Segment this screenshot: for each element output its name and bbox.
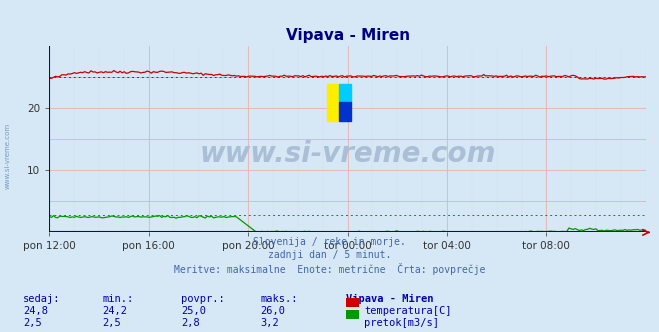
Text: www.si-vreme.com: www.si-vreme.com (5, 123, 11, 189)
Text: 25,0: 25,0 (181, 306, 206, 316)
Text: Meritve: maksimalne  Enote: metrične  Črta: povprečje: Meritve: maksimalne Enote: metrične Črta… (174, 263, 485, 275)
Text: www.si-vreme.com: www.si-vreme.com (200, 140, 496, 168)
Text: 24,8: 24,8 (23, 306, 48, 316)
Bar (339, 84, 351, 102)
Title: Vipava - Miren: Vipava - Miren (285, 28, 410, 42)
Text: min.:: min.: (102, 294, 133, 304)
Text: 2,8: 2,8 (181, 318, 200, 328)
Text: maks.:: maks.: (260, 294, 298, 304)
Bar (327, 84, 339, 121)
Text: 2,5: 2,5 (23, 318, 42, 328)
Text: 2,5: 2,5 (102, 318, 121, 328)
Text: 26,0: 26,0 (260, 306, 285, 316)
Text: 24,2: 24,2 (102, 306, 127, 316)
Text: 3,2: 3,2 (260, 318, 279, 328)
Text: Vipava - Miren: Vipava - Miren (346, 294, 434, 304)
Text: Slovenija / reke in morje.: Slovenija / reke in morje. (253, 237, 406, 247)
Text: povpr.:: povpr.: (181, 294, 225, 304)
Bar (339, 102, 351, 121)
Text: sedaj:: sedaj: (23, 294, 61, 304)
Text: zadnji dan / 5 minut.: zadnji dan / 5 minut. (268, 250, 391, 260)
Text: pretok[m3/s]: pretok[m3/s] (364, 318, 440, 328)
Text: temperatura[C]: temperatura[C] (364, 306, 452, 316)
